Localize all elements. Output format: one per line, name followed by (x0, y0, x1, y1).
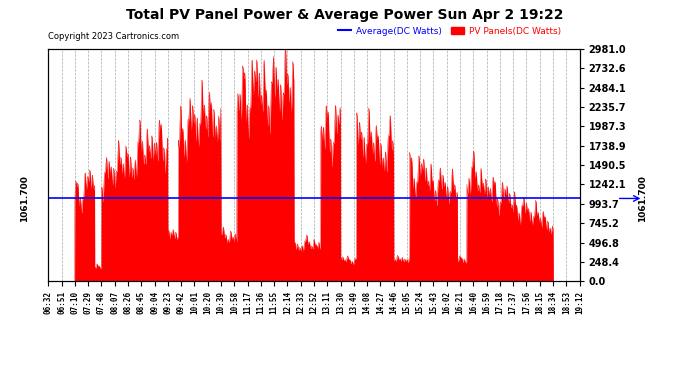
Legend: Average(DC Watts), PV Panels(DC Watts): Average(DC Watts), PV Panels(DC Watts) (334, 23, 564, 39)
Text: 1061.700: 1061.700 (638, 175, 647, 222)
Text: 1061.700: 1061.700 (20, 175, 29, 222)
Text: Copyright 2023 Cartronics.com: Copyright 2023 Cartronics.com (48, 33, 179, 42)
Text: Total PV Panel Power & Average Power Sun Apr 2 19:22: Total PV Panel Power & Average Power Sun… (126, 8, 564, 21)
